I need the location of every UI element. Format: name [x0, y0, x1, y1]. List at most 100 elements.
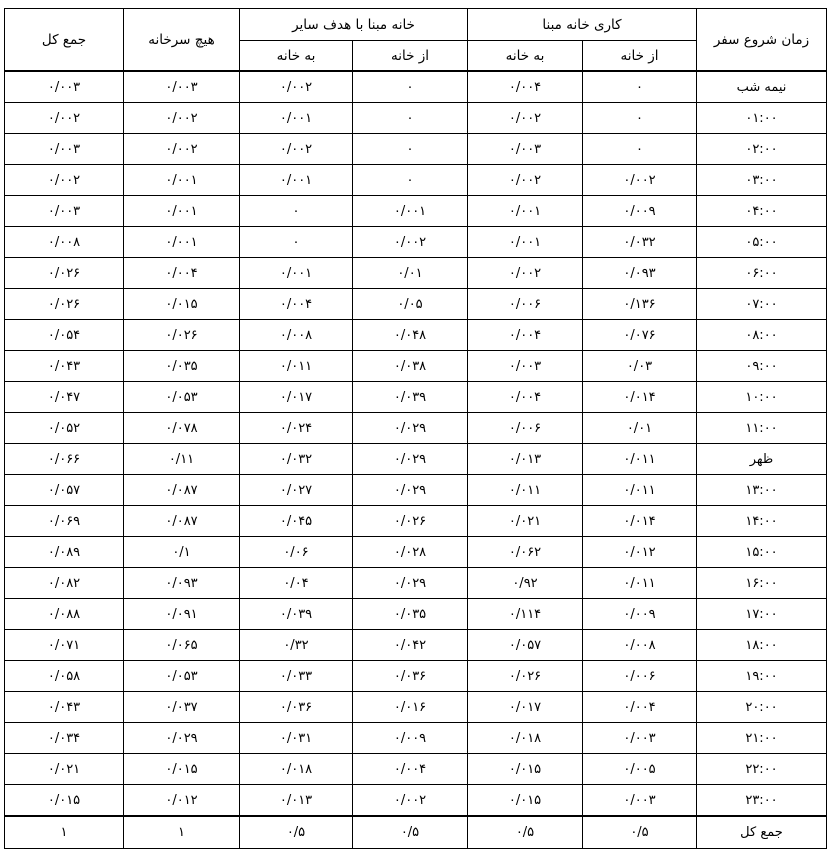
cell-other-to-home: ۰/۰۳۱	[239, 722, 353, 754]
cell-start-time: ۰۱:۰۰	[696, 102, 827, 134]
cell-work-to-home: ۰/۰۲۶	[467, 660, 583, 692]
cell-work-to-home: ۰/۰۰۱	[467, 226, 583, 258]
table-row: ظهر ۰/۰۱۱ ۰/۰۱۳ ۰/۰۲۹ ۰/۰۳۲ ۰/۱۱ ۰/۰۶۶	[4, 443, 827, 475]
cell-none-home: ۰/۰۳۵	[123, 350, 240, 382]
table-row: ۲۰:۰۰ ۰/۰۰۴ ۰/۰۱۷ ۰/۰۱۶ ۰/۰۳۶ ۰/۰۳۷ ۰/۰۴۳	[4, 691, 827, 723]
cell-work-from-home: ۰/۰۱۱	[582, 474, 697, 506]
cell-work-from-home: ۰/۰۰۹	[582, 195, 697, 227]
cell-other-from-home: ۰/۰۰۴	[352, 753, 468, 785]
cell-none-home: ۰/۰۷۸	[123, 412, 240, 444]
cell-total: ۰/۰۰۲	[4, 102, 124, 134]
cell-other-from-home: ۰/۰۵	[352, 288, 468, 320]
cell-other-to-home: ۰/۰۰۲	[239, 133, 353, 165]
cell-other-to-home: ۰/۰۲۷	[239, 474, 353, 506]
header-other-to-home: به خانه	[239, 40, 353, 72]
cell-total: ۰/۰۲۶	[4, 257, 124, 289]
cell-other-to-home: ۰/۰۴۵	[239, 505, 353, 537]
total-cell-start-time: جمع کل	[696, 815, 827, 849]
cell-start-time: ۱۹:۰۰	[696, 660, 827, 692]
cell-work-from-home: ۰/۰۹۳	[582, 257, 697, 289]
cell-start-time: ۱۸:۰۰	[696, 629, 827, 661]
cell-work-from-home: ۰/۰۷۶	[582, 319, 697, 351]
header-other-from-home: از خانه	[352, 40, 468, 72]
cell-work-to-home: ۰/۰۰۱	[467, 195, 583, 227]
cell-work-to-home: ۰/۰۰۴	[467, 319, 583, 351]
cell-none-home: ۰/۰۰۱	[123, 195, 240, 227]
cell-start-time: ۰۳:۰۰	[696, 164, 827, 196]
cell-other-to-home: ۰/۰۳۶	[239, 691, 353, 723]
cell-start-time: ۱۱:۰۰	[696, 412, 827, 444]
table-row: ۰۲:۰۰ ۰ ۰/۰۰۳ ۰ ۰/۰۰۲ ۰/۰۰۲ ۰/۰۰۳	[4, 133, 827, 165]
cell-other-from-home: ۰/۰۰۲	[352, 226, 468, 258]
table-row: ۰۷:۰۰ ۰/۱۳۶ ۰/۰۰۶ ۰/۰۵ ۰/۰۰۴ ۰/۰۱۵ ۰/۰۲۶	[4, 288, 827, 320]
total-cell-total: ۱	[4, 815, 124, 849]
cell-total: ۰/۰۸۹	[4, 536, 124, 568]
cell-total: ۰/۰۱۵	[4, 784, 124, 817]
cell-total: ۰/۰۸۲	[4, 567, 124, 599]
cell-other-from-home: ۰/۰۲۸	[352, 536, 468, 568]
table-row: ۰۹:۰۰ ۰/۰۳ ۰/۰۰۳ ۰/۰۳۸ ۰/۰۱۱ ۰/۰۳۵ ۰/۰۴۳	[4, 350, 827, 382]
cell-work-from-home: ۰/۰۰۴	[582, 691, 697, 723]
cell-work-to-home: ۰/۰۰۲	[467, 257, 583, 289]
cell-work-from-home: ۰/۰۱۴	[582, 505, 697, 537]
cell-none-home: ۰/۰۰۴	[123, 257, 240, 289]
cell-other-from-home: ۰	[352, 133, 468, 165]
cell-work-to-home: ۰/۰۱۷	[467, 691, 583, 723]
cell-work-to-home: ۰/۰۰۲	[467, 102, 583, 134]
cell-work-to-home: ۰/۰۰۳	[467, 133, 583, 165]
cell-none-home: ۰/۰۵۳	[123, 660, 240, 692]
total-cell-none-home: ۱	[123, 815, 240, 849]
cell-other-from-home: ۰	[352, 70, 468, 103]
cell-work-to-home: ۰/۰۰۴	[467, 70, 583, 103]
cell-none-home: ۰/۰۰۲	[123, 133, 240, 165]
cell-other-from-home: ۰/۰۰۲	[352, 784, 468, 817]
table-row: ۱۶:۰۰ ۰/۰۱۱ ۰/۹۲ ۰/۰۲۹ ۰/۰۴ ۰/۰۹۳ ۰/۰۸۲	[4, 567, 827, 599]
cell-none-home: ۰/۰۱۲	[123, 784, 240, 817]
cell-other-from-home: ۰	[352, 164, 468, 196]
cell-total: ۰/۰۶۶	[4, 443, 124, 475]
cell-work-to-home: ۰/۰۱۳	[467, 443, 583, 475]
cell-total: ۰/۰۰۳	[4, 70, 124, 103]
cell-none-home: ۰/۰۱۵	[123, 753, 240, 785]
cell-total: ۰/۰۲۶	[4, 288, 124, 320]
cell-work-from-home: ۰/۰۳	[582, 350, 697, 382]
cell-other-to-home: ۰/۰۳۳	[239, 660, 353, 692]
cell-start-time: ۰۵:۰۰	[696, 226, 827, 258]
cell-none-home: ۰/۰۰۲	[123, 102, 240, 134]
cell-none-home: ۰/۱	[123, 536, 240, 568]
cell-start-time: ۲۰:۰۰	[696, 691, 827, 723]
header-total: جمع کل	[4, 8, 124, 72]
cell-none-home: ۰/۰۸۷	[123, 474, 240, 506]
cell-none-home: ۰/۰۹۳	[123, 567, 240, 599]
cell-start-time: ۰۷:۰۰	[696, 288, 827, 320]
cell-other-from-home: ۰	[352, 102, 468, 134]
cell-start-time: ۰۶:۰۰	[696, 257, 827, 289]
cell-other-from-home: ۰/۰۳۸	[352, 350, 468, 382]
cell-start-time: ۱۴:۰۰	[696, 505, 827, 537]
cell-work-to-home: ۰/۰۰۴	[467, 381, 583, 413]
cell-work-from-home: ۰/۰۰۲	[582, 164, 697, 196]
cell-work-from-home: ۰/۰۰۹	[582, 598, 697, 630]
cell-other-from-home: ۰/۰۲۹	[352, 412, 468, 444]
cell-other-from-home: ۰/۰۴۸	[352, 319, 468, 351]
table-row: ۰۴:۰۰ ۰/۰۰۹ ۰/۰۰۱ ۰/۰۰۱ ۰ ۰/۰۰۱ ۰/۰۰۳	[4, 195, 827, 227]
header-home-other: خانه مبنا با هدف سایر	[239, 8, 468, 41]
header-work-home: کاری خانه مبنا	[467, 8, 697, 41]
cell-other-from-home: ۰/۰۲۹	[352, 474, 468, 506]
table-row: ۱۴:۰۰ ۰/۰۱۴ ۰/۰۲۱ ۰/۰۲۶ ۰/۰۴۵ ۰/۰۸۷ ۰/۰۶۹	[4, 505, 827, 537]
cell-none-home: ۰/۰۰۳	[123, 70, 240, 103]
cell-start-time: ۱۵:۰۰	[696, 536, 827, 568]
cell-other-from-home: ۰/۰۲۹	[352, 567, 468, 599]
cell-start-time: ۰۴:۰۰	[696, 195, 827, 227]
cell-start-time: ۲۱:۰۰	[696, 722, 827, 754]
cell-other-to-home: ۰/۰۴	[239, 567, 353, 599]
cell-other-to-home: ۰/۰۶	[239, 536, 353, 568]
cell-other-to-home: ۰	[239, 226, 353, 258]
table-row: ۰۶:۰۰ ۰/۰۹۳ ۰/۰۰۲ ۰/۰۱ ۰/۰۰۱ ۰/۰۰۴ ۰/۰۲۶	[4, 257, 827, 289]
cell-start-time: ۰۸:۰۰	[696, 319, 827, 351]
cell-total: ۰/۰۶۹	[4, 505, 124, 537]
cell-work-from-home: ۰/۰۰۶	[582, 660, 697, 692]
cell-work-to-home: ۰/۰۲۱	[467, 505, 583, 537]
cell-work-from-home: ۰/۰۰۳	[582, 784, 697, 817]
total-row: جمع کل ۰/۵ ۰/۵ ۰/۵ ۰/۵ ۱ ۱	[4, 815, 827, 849]
